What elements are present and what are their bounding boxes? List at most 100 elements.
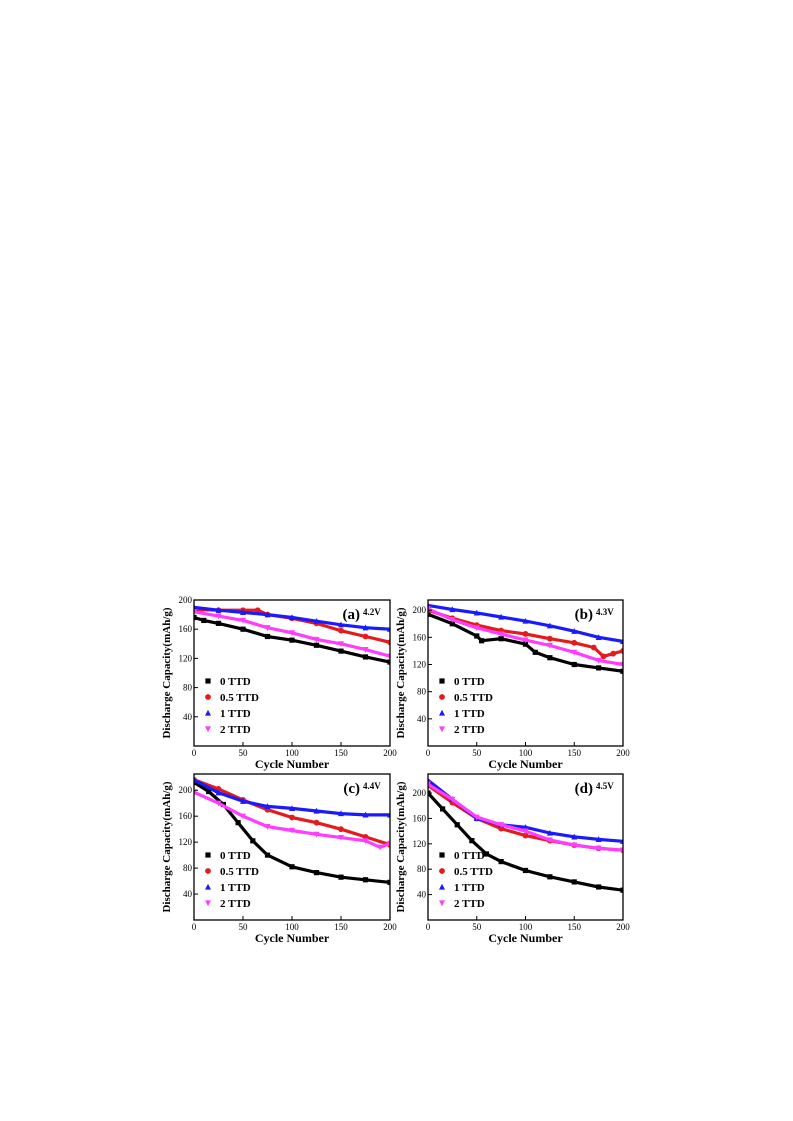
- panel-label: (c): [343, 781, 360, 797]
- data-point-0-TTD: [571, 661, 577, 668]
- data-point-0_5-TTD: [610, 650, 617, 657]
- legend-label: 2 TTD: [220, 898, 251, 910]
- data-point-0-TTD: [206, 788, 212, 795]
- data-point-0-TTD: [313, 870, 320, 876]
- data-point-0-TTD: [235, 820, 241, 826]
- data-point-2-TTD: [264, 823, 271, 830]
- y-tick-label: 160: [179, 624, 193, 634]
- data-point-0-TTD: [454, 822, 460, 828]
- y-axis-label: Discharge Capacity(mAh/g): [395, 607, 407, 738]
- panel-d: 0 50 100 150 200 40 80 120 160 200 Cycle Number Dis…: [395, 773, 630, 945]
- data-point-2-TTD: [338, 641, 344, 647]
- data-point-0_5-TTD: [387, 639, 390, 646]
- panel-label: (a): [343, 607, 361, 623]
- y-tick-label: 160: [179, 811, 193, 821]
- data-point-2-TTD: [571, 649, 578, 656]
- y-tick-label: 120: [413, 839, 427, 849]
- x-axis-label: Cycle Number: [488, 931, 563, 945]
- legend-marker: [205, 678, 211, 684]
- data-point-1-TTD: [313, 617, 320, 624]
- data-point-1-TTD: [264, 611, 271, 618]
- x-tick-label: 50: [239, 748, 249, 758]
- legend: 0 TTD 0.5 TTD 1 TTD 2 TTD: [205, 850, 259, 910]
- y-tick-label: 80: [183, 863, 193, 873]
- legend-marker: [205, 709, 211, 716]
- plot-area: [194, 776, 390, 885]
- data-point-0-TTD: [289, 637, 295, 643]
- data-point-0-TTD: [620, 668, 623, 674]
- data-point-2-TTD: [595, 845, 602, 852]
- y-axis-label: Discharge Capacity(mAh/g): [161, 781, 173, 912]
- data-point-0-TTD: [264, 852, 271, 858]
- data-point-2-TTD: [498, 822, 505, 828]
- data-point-0-TTD: [428, 611, 431, 617]
- data-point-2-TTD: [338, 834, 344, 841]
- legend: 0 TTD 0.5 TTD 1 TTD 2 TTD: [439, 850, 493, 910]
- y-axis-label: Discharge Capacity(mAh/g): [161, 607, 173, 738]
- data-point-2-TTD: [215, 800, 222, 807]
- x-axis-label: Cycle Number: [255, 931, 330, 945]
- x-tick-label: 200: [616, 922, 630, 932]
- data-point-0-TTD: [289, 864, 295, 870]
- y-tick-label: 200: [179, 595, 193, 605]
- legend: 0 TTD 0.5 TTD 1 TTD 2 TTD: [439, 676, 493, 736]
- data-point-1-TTD: [215, 789, 222, 796]
- data-point-0-TTD: [596, 665, 602, 671]
- y-tick-label: 120: [179, 653, 193, 663]
- data-point-1-TTD: [498, 613, 505, 620]
- figure: 0 50 100 150 200 40 80 120 160 200 Cycle Number Dis…: [158, 592, 640, 956]
- panel-voltage: 4.3V: [596, 607, 614, 617]
- x-tick-label: 50: [239, 922, 249, 932]
- legend-label: 1 TTD: [220, 882, 251, 894]
- y-tick-label: 160: [413, 632, 427, 642]
- data-point-0-TTD: [440, 806, 446, 812]
- data-point-0-TTD: [215, 620, 222, 626]
- series-line-0-TTD: [194, 615, 390, 664]
- legend-marker: [205, 900, 211, 907]
- data-point-0-TTD: [498, 636, 504, 642]
- x-tick-label: 50: [472, 922, 482, 932]
- data-point-2-TTD: [215, 613, 222, 620]
- data-point-0_5-TTD: [338, 627, 344, 634]
- y-tick-label: 80: [417, 864, 427, 874]
- plot-area: [428, 777, 623, 893]
- y-tick-label: 40: [417, 890, 427, 900]
- data-point-1-TTD: [338, 810, 344, 817]
- data-point-0-TTD: [474, 633, 480, 639]
- data-point-0-TTD: [547, 655, 553, 661]
- data-point-0-TTD: [469, 838, 475, 844]
- data-point-0-TTD: [532, 649, 538, 655]
- data-point-1-TTD: [289, 614, 295, 621]
- data-point-2-TTD: [473, 625, 480, 632]
- data-point-1-TTD: [449, 606, 456, 613]
- y-tick-label: 160: [413, 813, 427, 823]
- data-point-1-TTD: [313, 807, 320, 814]
- data-point-0-TTD: [449, 621, 455, 627]
- legend-label: 1 TTD: [220, 708, 251, 720]
- x-tick-label: 150: [568, 922, 582, 932]
- data-point-0-TTD: [547, 874, 553, 880]
- legend-label: 0.5 TTD: [220, 692, 259, 704]
- figure-svg: 0 50 100 150 200 40 80 120 160 200 Cycle Number Dis…: [161, 595, 630, 945]
- data-point-0_5-TTD: [313, 819, 320, 826]
- x-tick-label: 100: [519, 748, 533, 758]
- x-tick-label: 200: [383, 922, 397, 932]
- data-point-2-TTD: [546, 642, 553, 649]
- legend-label: 0 TTD: [454, 676, 485, 688]
- data-point-1-TTD: [240, 798, 246, 804]
- data-point-2-TTD: [473, 814, 480, 821]
- x-tick-label: 100: [285, 922, 299, 932]
- y-tick-label: 200: [179, 785, 193, 795]
- data-point-1-TTD: [595, 836, 602, 842]
- data-point-1-TTD: [338, 621, 344, 628]
- x-tick-label: 100: [285, 748, 299, 758]
- data-point-0-TTD: [387, 879, 390, 885]
- data-point-0-TTD: [498, 859, 504, 865]
- data-point-1-TTD: [215, 607, 222, 613]
- legend-label: 0.5 TTD: [454, 866, 493, 878]
- data-point-0_5-TTD: [522, 631, 529, 637]
- data-point-2-TTD: [289, 827, 295, 834]
- data-point-0_5-TTD: [546, 635, 553, 642]
- legend-marker: [439, 678, 445, 684]
- data-point-0_5-TTD: [620, 648, 623, 654]
